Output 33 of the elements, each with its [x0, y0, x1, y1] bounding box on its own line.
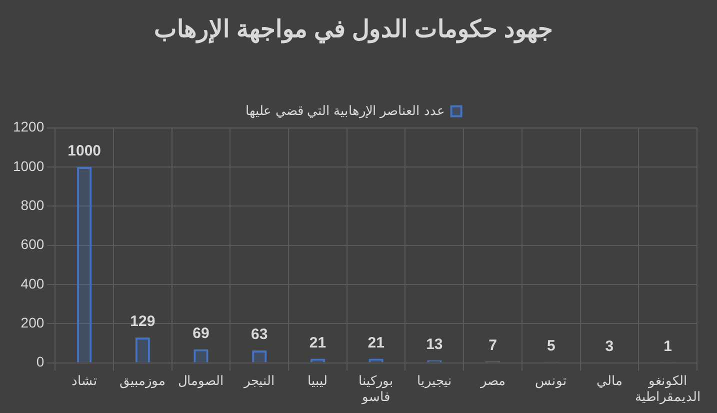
y-tick-label: 0: [36, 354, 44, 370]
x-tick-label: موزمبيق: [120, 373, 166, 390]
x-tick-label: تونس: [535, 373, 568, 390]
x-tick-label: نيجيريا: [416, 373, 452, 390]
bar: [135, 338, 150, 362]
data-label: 5: [546, 337, 556, 354]
y-tick-label: 600: [20, 236, 44, 252]
data-label: 7: [488, 337, 497, 354]
x-tick-label: الكونغو الديمقراطية: [634, 373, 701, 405]
x-tick-label: الصومال: [178, 373, 224, 390]
data-label: 13: [426, 336, 443, 353]
y-tick-label: 1000: [12, 158, 44, 174]
x-tick-label: تشاد: [71, 373, 98, 388]
data-label: 21: [368, 334, 384, 352]
data-label: 1: [664, 338, 672, 356]
x-tick-label: مصر: [479, 373, 506, 390]
y-tick-label: 800: [20, 196, 44, 213]
x-tick-label: بوركينا فاسو: [358, 373, 394, 405]
y-tick-label: 200: [20, 314, 44, 330]
data-label: 3: [605, 338, 614, 355]
x-tick-label: ليبيا: [308, 373, 328, 388]
x-tick-label: مالي: [596, 373, 622, 388]
legend-label: عدد العناصر الإرهابية التي قضي عليها: [246, 102, 445, 119]
y-tick-label: 1200: [12, 118, 44, 135]
data-label: 63: [251, 326, 268, 344]
data-label: 1000: [68, 142, 102, 160]
bar: [77, 166, 92, 362]
y-tick-label: 400: [20, 275, 44, 292]
data-label: 21: [309, 334, 326, 352]
data-label: 69: [192, 324, 210, 342]
x-tick-label: النيجر: [242, 373, 275, 390]
chart-title: جهود حكومات الدول في مواجهة الإرهاب: [154, 16, 554, 44]
data-label: 129: [130, 313, 156, 330]
